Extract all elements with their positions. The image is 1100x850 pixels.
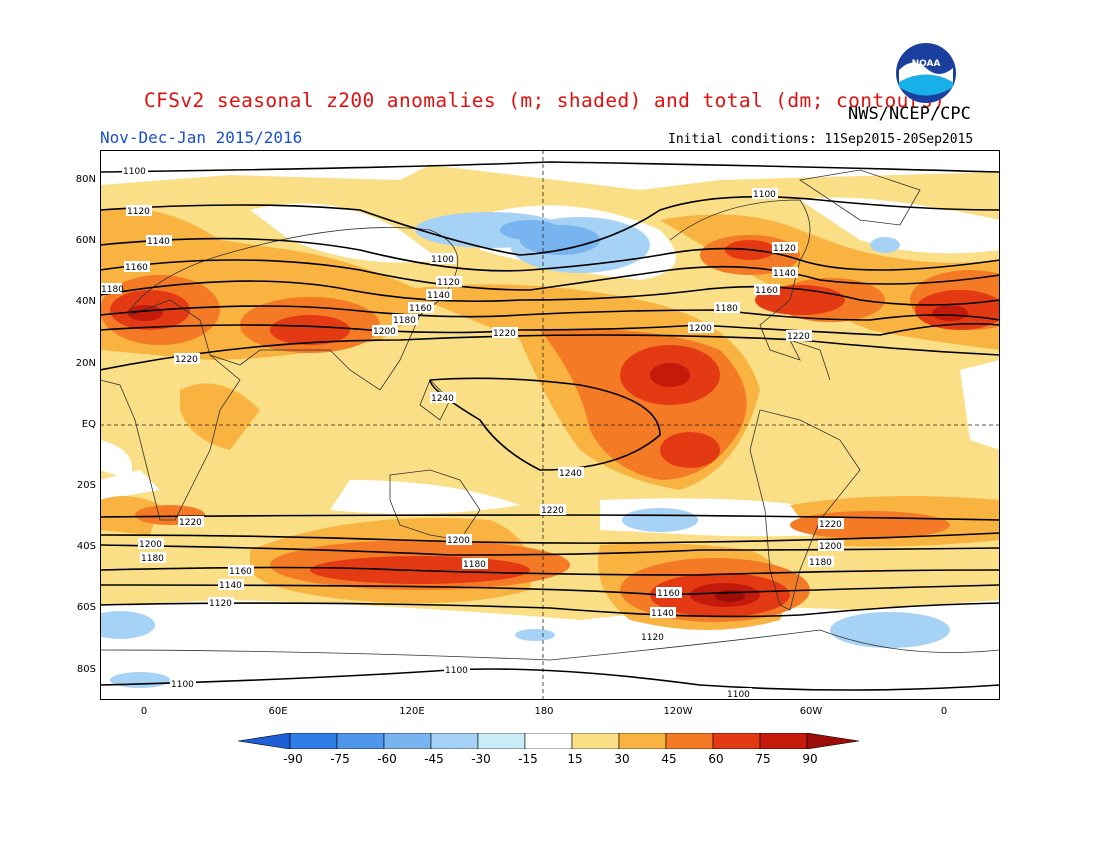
lat-label-eq: EQ xyxy=(81,419,96,430)
colorbar-bin-1 xyxy=(289,733,338,749)
colorbar-bin-2 xyxy=(336,733,385,749)
lon-label-0: 0 xyxy=(140,706,148,717)
svg-text:NOAA: NOAA xyxy=(912,59,941,69)
contour-label-1120-e: 1120 xyxy=(641,633,664,643)
colorbar-arrow-left xyxy=(238,733,291,749)
contour-label-1200-c: 1200 xyxy=(139,540,162,550)
contour-label-1180-e: 1180 xyxy=(463,560,486,570)
colorbar-label-90: 90 xyxy=(802,752,818,766)
lon-label-180: 180 xyxy=(534,706,554,717)
chart-title: CFSv2 seasonal z200 anomalies (m; shaded… xyxy=(144,89,946,112)
colorbar-label-neg90: -90 xyxy=(283,752,303,766)
contour-label-1220-c: 1220 xyxy=(787,332,810,342)
contour-label-1220-a: 1220 xyxy=(175,355,198,365)
contour-label-1240-b: 1240 xyxy=(559,469,582,479)
contour-label-1180-c: 1180 xyxy=(715,304,738,314)
contour-label-1100-f: 1100 xyxy=(727,690,750,700)
colorbar-label-neg60: -60 xyxy=(377,752,397,766)
colorbar xyxy=(238,733,860,749)
contour-label-1120-b: 1120 xyxy=(437,278,460,288)
contour-label-1160-a: 1160 xyxy=(125,263,148,273)
lon-label-60w: 60W xyxy=(799,706,823,717)
initial-conditions-label: Initial conditions: 11Sep2015-20Sep2015 xyxy=(668,132,974,147)
contour-label-1160-c: 1160 xyxy=(755,286,778,296)
organization-label: NWS/NCEP/CPC xyxy=(848,104,971,124)
contour-label-1140-a: 1140 xyxy=(147,237,170,247)
lon-label-60e: 60E xyxy=(268,706,288,717)
lat-label-60n: 60N xyxy=(75,235,96,246)
colorbar-label-60: 60 xyxy=(708,752,724,766)
contour-label-1200-d: 1200 xyxy=(447,536,470,546)
contour-label-1180-d: 1180 xyxy=(141,554,164,564)
colorbar-label-30: 30 xyxy=(614,752,630,766)
lat-label-20n: 20N xyxy=(75,358,96,369)
noaa-logo-icon: NOAA xyxy=(896,43,956,103)
contour-label-1140-d: 1140 xyxy=(219,581,242,591)
lat-label-40s: 40S xyxy=(76,541,96,552)
colorbar-bin-5 xyxy=(477,733,526,749)
colorbar-label-neg45: -45 xyxy=(424,752,444,766)
contour-label-1100-a: 1100 xyxy=(123,167,146,177)
contour-label-1160-d: 1160 xyxy=(229,567,252,577)
lat-label-80n: 80N xyxy=(75,174,96,185)
contour-labels: 1100 1100 1100 1100 1100 1100 1120 1120 … xyxy=(100,165,844,700)
contour-label-1100-b: 1100 xyxy=(431,255,454,265)
contour-label-1160-b: 1160 xyxy=(409,304,432,314)
colorbar-bin-6 xyxy=(524,733,573,749)
colorbar-bin-7 xyxy=(571,733,620,749)
contour-label-1200-b: 1200 xyxy=(689,324,712,334)
lat-label-40n: 40N xyxy=(75,296,96,307)
contour-label-1160-e: 1160 xyxy=(657,589,680,599)
season-label: Nov-Dec-Jan 2015/2016 xyxy=(100,128,303,147)
colorbar-label-75: 75 xyxy=(755,752,771,766)
colorbar-label-neg75: -75 xyxy=(330,752,350,766)
contour-label-1200-a: 1200 xyxy=(373,327,396,337)
map-frame xyxy=(100,150,1000,700)
anomaly-map: 1100 1100 1100 1100 1100 1100 1120 1120 … xyxy=(100,150,1000,700)
lat-label-20s: 20S xyxy=(76,480,96,491)
contour-label-1220-e: 1220 xyxy=(541,506,564,516)
colorbar-arrow-right xyxy=(806,733,860,749)
colorbar-bin-8 xyxy=(618,733,667,749)
lon-label-120w: 120W xyxy=(663,706,693,717)
contour-label-1120-d: 1120 xyxy=(209,599,232,609)
contour-label-1140-b: 1140 xyxy=(427,291,450,301)
colorbar-label-neg30: -30 xyxy=(471,752,491,766)
contour-label-1220-b: 1220 xyxy=(493,329,516,339)
colorbar-label-45: 45 xyxy=(661,752,677,766)
contour-label-1120-c: 1120 xyxy=(773,244,796,254)
lat-label-80s: 80S xyxy=(76,664,96,675)
colorbar-label-15: 15 xyxy=(567,752,583,766)
contour-label-1220-f: 1220 xyxy=(819,520,842,530)
contour-label-1140-e: 1140 xyxy=(651,609,674,619)
contour-label-1140-c: 1140 xyxy=(773,269,796,279)
contour-label-1220-d: 1220 xyxy=(179,518,202,528)
colorbar-label-neg15: -15 xyxy=(518,752,538,766)
contour-label-1180-b: 1180 xyxy=(393,316,416,326)
contour-label-1120-a: 1120 xyxy=(127,207,150,217)
contour-label-1180-a: 1180 xyxy=(101,285,124,295)
contour-label-1100-d: 1100 xyxy=(445,666,468,676)
colorbar-bin-11 xyxy=(759,733,808,749)
colorbar-bin-3 xyxy=(383,733,432,749)
height-contours xyxy=(100,161,1000,691)
contour-label-1180-f: 1180 xyxy=(809,558,832,568)
lat-label-60s: 60S xyxy=(76,602,96,613)
contour-label-1200-e: 1200 xyxy=(819,542,842,552)
lon-label-120e: 120E xyxy=(399,706,425,717)
colorbar-bin-4 xyxy=(430,733,479,749)
contour-label-1100-c: 1100 xyxy=(753,190,776,200)
lon-label-0-east: 0 xyxy=(940,706,948,717)
contour-label-1100-e: 1100 xyxy=(171,680,194,690)
colorbar-bin-9 xyxy=(665,733,714,749)
colorbar-bin-10 xyxy=(712,733,761,749)
contour-label-1240-a: 1240 xyxy=(431,394,454,404)
